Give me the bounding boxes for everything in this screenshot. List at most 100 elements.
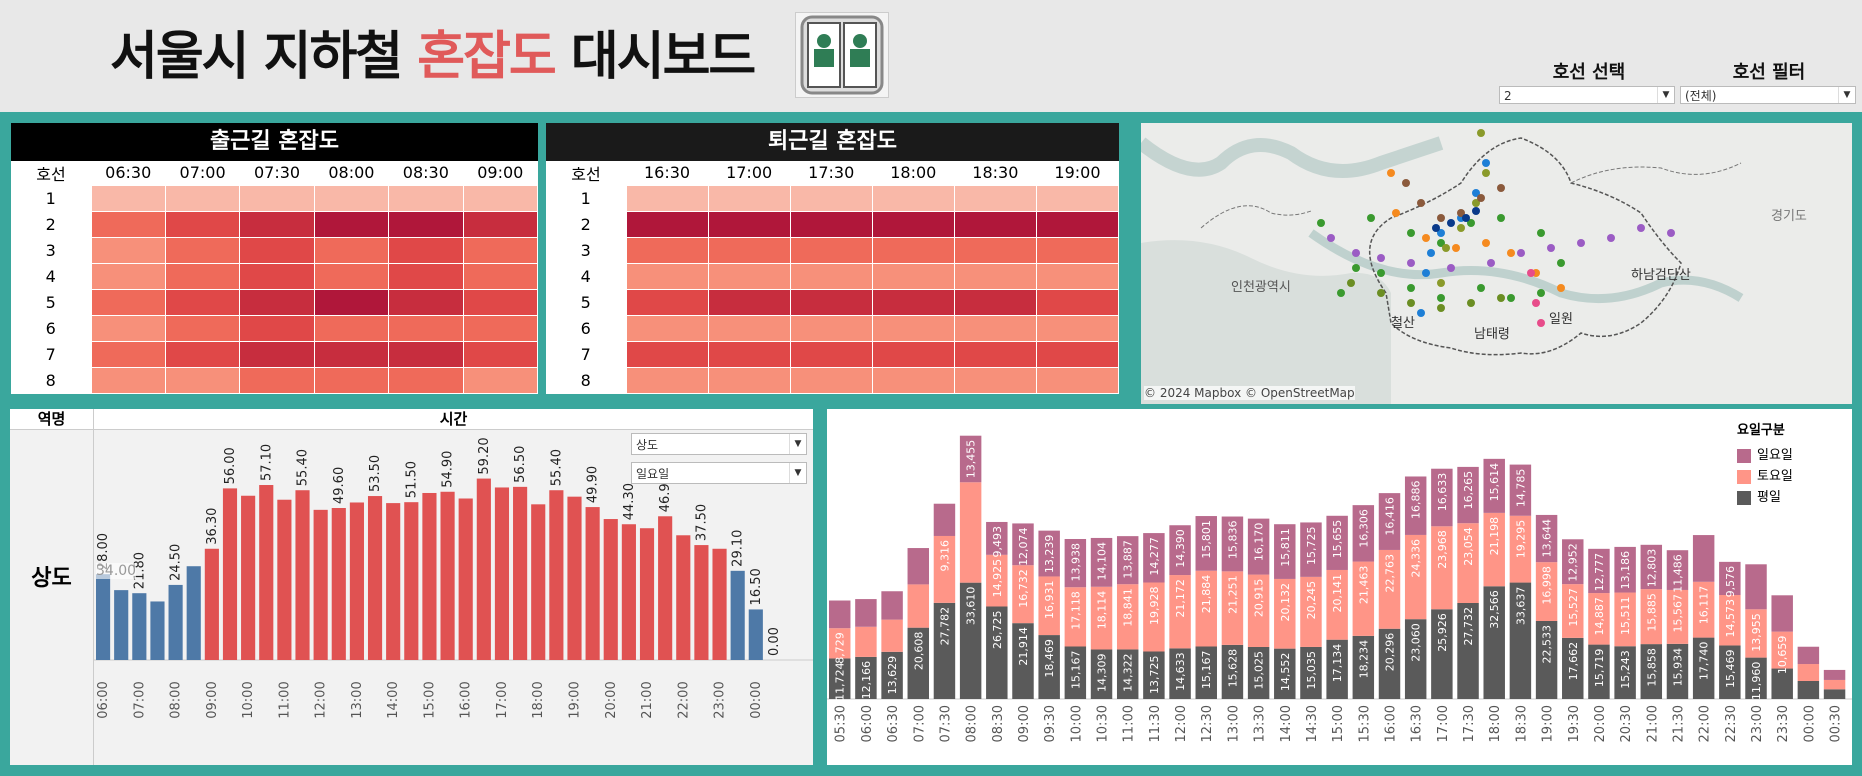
- stacked-segment[interactable]: [1431, 609, 1453, 699]
- stacked-segment[interactable]: [1012, 565, 1034, 624]
- stacked-segment[interactable]: [1692, 581, 1715, 638]
- heatmap-cell[interactable]: [789, 340, 873, 368]
- map-attribution[interactable]: © 2024 Mapbox © OpenStreetMap: [1144, 386, 1355, 400]
- station-bar[interactable]: [621, 524, 636, 660]
- heatmap-cell[interactable]: [388, 340, 464, 368]
- stacked-segment[interactable]: [1064, 538, 1087, 588]
- heatmap-cell[interactable]: [871, 210, 955, 238]
- heatmap-cell[interactable]: [789, 184, 873, 212]
- stacked-segment[interactable]: [933, 602, 956, 699]
- stacked-segment[interactable]: [933, 535, 956, 603]
- station-bar[interactable]: [259, 485, 274, 660]
- heatmap-cell[interactable]: [462, 262, 539, 290]
- station-bar[interactable]: [150, 601, 165, 660]
- direction-dropdown[interactable]: 상도 ▼: [631, 433, 807, 455]
- heatmap-cell[interactable]: [707, 340, 791, 368]
- heatmap-cell[interactable]: [1035, 366, 1120, 394]
- stacked-segment[interactable]: [1614, 592, 1636, 647]
- stacked-segment[interactable]: [907, 548, 930, 585]
- stacked-segment[interactable]: [1640, 644, 1663, 699]
- stacked-segment[interactable]: [1116, 584, 1139, 650]
- legend-item-sunday[interactable]: 일요일: [1737, 444, 1847, 465]
- stacked-segment[interactable]: [1483, 586, 1505, 699]
- heatmap-cell[interactable]: [625, 184, 709, 212]
- heatmap-cell[interactable]: [1035, 184, 1120, 212]
- stacked-segment[interactable]: [1535, 562, 1558, 622]
- heatmap-cell[interactable]: [313, 262, 390, 290]
- stacked-segment[interactable]: [986, 554, 1008, 607]
- stacked-segment[interactable]: [1640, 544, 1663, 590]
- stacked-segment[interactable]: [829, 628, 851, 659]
- heatmap-cell[interactable]: [239, 314, 315, 342]
- station-bar[interactable]: [204, 548, 219, 660]
- stacked-segment[interactable]: [1771, 595, 1793, 632]
- stacked-segment[interactable]: [1562, 584, 1584, 638]
- stacked-segment[interactable]: [1823, 669, 1846, 680]
- heatmap-cell[interactable]: [313, 184, 390, 212]
- heatmap-cell[interactable]: [1035, 262, 1120, 290]
- heatmap-cell[interactable]: [1035, 340, 1120, 368]
- stacked-segment[interactable]: [1090, 586, 1113, 650]
- stacked-segment[interactable]: [1562, 539, 1584, 585]
- heatmap-cell[interactable]: [871, 340, 955, 368]
- heatmap-cell[interactable]: [953, 210, 1037, 238]
- stacked-segment[interactable]: [1692, 535, 1715, 582]
- stacked-segment[interactable]: [959, 482, 982, 583]
- heatmap-cell[interactable]: [388, 262, 464, 290]
- stacked-segment[interactable]: [881, 651, 903, 699]
- stacked-segment[interactable]: [1666, 550, 1689, 590]
- heatmap-cell[interactable]: [953, 184, 1037, 212]
- stacked-segment[interactable]: [1614, 546, 1636, 593]
- stacked-segment[interactable]: [933, 503, 956, 536]
- stacked-segment[interactable]: [1404, 534, 1427, 620]
- stacked-segment[interactable]: [1038, 635, 1060, 699]
- station-bar[interactable]: [386, 503, 401, 660]
- station-bar[interactable]: [241, 495, 256, 660]
- heatmap-cell[interactable]: [625, 314, 709, 342]
- heatmap-cell[interactable]: [239, 210, 315, 238]
- heatmap-cell[interactable]: [164, 184, 241, 212]
- chevron-down-icon[interactable]: ▼: [1838, 87, 1855, 103]
- stacked-segment[interactable]: [1195, 516, 1217, 571]
- stacked-segment[interactable]: [881, 619, 903, 652]
- heatmap-cell[interactable]: [239, 366, 315, 394]
- heatmap-cell[interactable]: [462, 366, 539, 394]
- stacked-segment[interactable]: [1797, 646, 1820, 665]
- heatmap-cell[interactable]: [164, 210, 241, 238]
- heatmap-cell[interactable]: [1035, 314, 1120, 342]
- heatmap-cell[interactable]: [164, 262, 241, 290]
- stacked-segment[interactable]: [1274, 524, 1296, 579]
- heatmap-cell[interactable]: [239, 184, 315, 212]
- heatmap-cell[interactable]: [1035, 236, 1120, 264]
- station-bar[interactable]: [513, 486, 528, 660]
- station-bar[interactable]: [603, 519, 618, 660]
- heatmap-cell[interactable]: [388, 366, 464, 394]
- heatmap-cell[interactable]: [953, 366, 1037, 394]
- stacked-segment[interactable]: [1300, 522, 1322, 577]
- stacked-segment[interactable]: [1116, 649, 1139, 699]
- stacked-segment[interactable]: [1090, 537, 1113, 587]
- heatmap-cell[interactable]: [625, 340, 709, 368]
- heatmap-cell[interactable]: [1035, 210, 1120, 238]
- stacked-segment[interactable]: [1326, 515, 1348, 570]
- stacked-segment[interactable]: [1562, 637, 1584, 699]
- heatmap-cell[interactable]: [164, 288, 241, 316]
- stacked-segment[interactable]: [1143, 533, 1165, 583]
- station-bar[interactable]: [585, 507, 600, 660]
- stacked-segment[interactable]: [986, 606, 1008, 699]
- heatmap-cell[interactable]: [871, 288, 955, 316]
- stacked-segment[interactable]: [907, 627, 930, 699]
- station-bar[interactable]: [494, 487, 510, 660]
- stacked-segment[interactable]: [1300, 646, 1322, 699]
- stacked-segment[interactable]: [1274, 648, 1296, 699]
- heatmap-cell[interactable]: [239, 262, 315, 290]
- station-bar[interactable]: [712, 548, 727, 660]
- stacked-segment[interactable]: [1143, 651, 1165, 699]
- heatmap-cell[interactable]: [239, 236, 315, 264]
- heatmap-cell[interactable]: [625, 366, 709, 394]
- station-bar[interactable]: [331, 508, 346, 660]
- stacked-segment[interactable]: [1457, 603, 1479, 699]
- stacked-segment[interactable]: [1535, 514, 1558, 563]
- station-bar[interactable]: [422, 492, 437, 660]
- legend-item-weekday[interactable]: 평일: [1737, 486, 1847, 507]
